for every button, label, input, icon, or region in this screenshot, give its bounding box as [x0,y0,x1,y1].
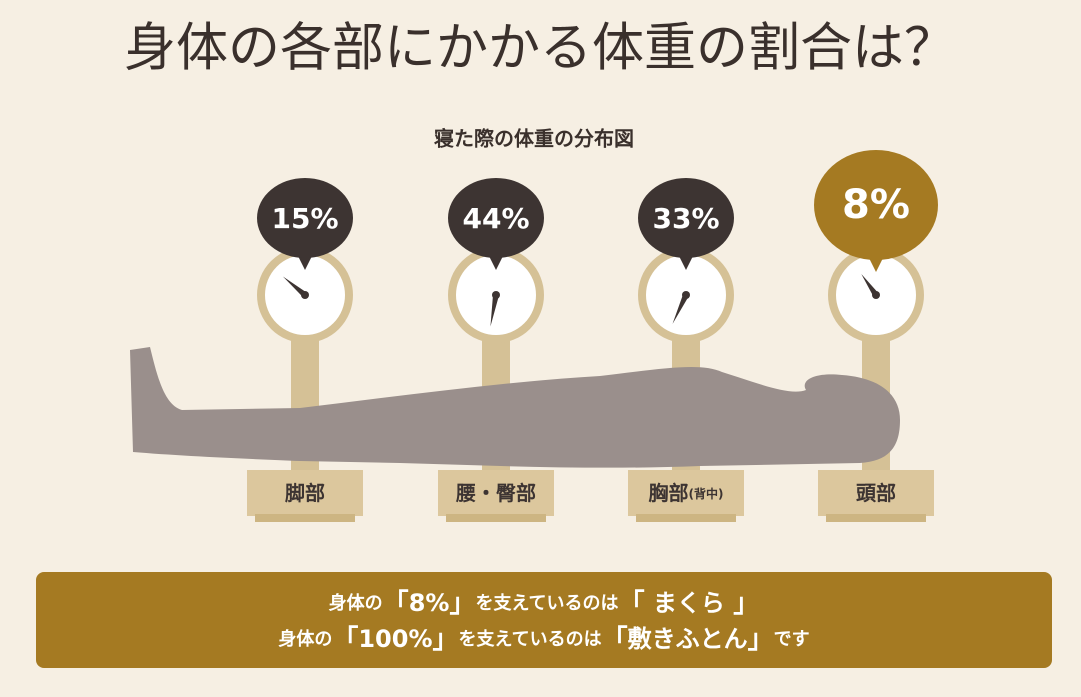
scale-label-main: 腰・臀部 [455,481,536,505]
message-line: 身体の「100%」を支えているのは「敷きふとん」です [278,624,809,655]
body-silhouette [130,347,900,468]
scale-base [628,470,744,516]
message-segment: まくら [645,589,734,617]
bubble [257,178,353,258]
scale-label-main: 脚部 [285,481,325,505]
scale-foot [636,514,736,522]
scale-label: 頭部 [856,481,896,505]
needle [490,294,499,327]
needle [282,276,307,298]
message-segment: 8% [409,589,450,617]
scale-foot [446,514,546,522]
message-segment: を支えているのは [459,628,602,650]
needle-hub [682,291,690,299]
needle [672,293,689,325]
percent-label: 33% [652,202,719,235]
needle-hub [492,291,500,299]
needle [861,274,879,297]
message-segment: 」 [433,625,459,655]
message-segment: 」 [733,589,759,619]
needle-hub [872,291,880,299]
scale-label-main: 胸部 [649,481,689,505]
bubble [448,178,544,258]
scale-label: 脚部 [285,481,325,505]
message: 身体の「8%」を支えているのは「 まくら 」身体の「100%」を支えているのは「… [278,588,809,655]
message-segment: を支えているのは [475,592,618,614]
message-segment: 」 [449,589,475,619]
bubble [638,178,734,258]
message-segment: 「 [602,624,628,655]
percent-label: 44% [462,202,529,235]
scale-label: 腰・臀部 [455,481,536,505]
scale-foot [255,514,355,522]
scale-base [247,470,363,516]
scale-base [438,470,554,516]
message-segment: 「 [332,624,358,655]
message-segment: 」 [748,625,774,655]
message-box [36,572,1052,668]
message-segment: 「 [619,588,645,619]
message-segment: 身体の [329,592,383,614]
scales: 15% 44% 33% 8% [257,150,938,475]
subtitle: 寝た際の体重の分布図 [434,127,634,151]
scale-label-main: 頭部 [856,481,896,505]
bases: 脚部 腰・臀部 胸部(背中) 頭部 [247,470,934,522]
percent-label: 15% [271,202,338,235]
message-segment: 100% [358,625,432,653]
message-segment: 「 [383,588,409,619]
message-line: 身体の「8%」を支えているのは「 まくら 」 [329,588,760,619]
scale-foot [826,514,926,522]
message-segment: 身体の [278,628,332,650]
percent-label: 8% [842,182,910,228]
bubble [814,150,938,260]
scale-label: 胸部(背中) [649,481,724,505]
message-segment: です [774,629,810,650]
message-segment: 敷きふとん [628,625,748,653]
scale-label-note: (背中) [689,486,724,501]
title: 身体の各部にかかる体重の割合は？ [124,19,956,79]
needle-hub [301,291,309,299]
scale-base [818,470,934,516]
